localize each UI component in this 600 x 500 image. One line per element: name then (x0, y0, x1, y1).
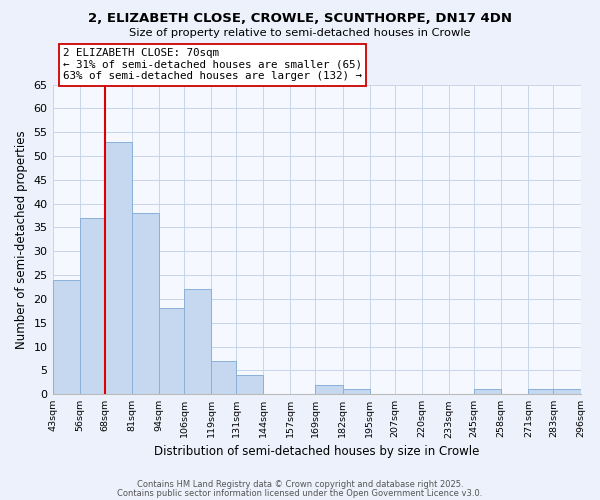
Bar (105, 142, 132, 394)
Text: Size of property relative to semi-detached houses in Crowle: Size of property relative to semi-detach… (129, 28, 471, 38)
Bar (529, 390, 553, 394)
Bar (316, 384, 343, 394)
Bar (553, 390, 581, 394)
Bar (184, 290, 211, 394)
Bar (211, 361, 236, 394)
Bar (236, 375, 263, 394)
Bar (343, 390, 370, 394)
Bar (80, 218, 105, 394)
Bar (474, 390, 501, 394)
Y-axis label: Number of semi-detached properties: Number of semi-detached properties (15, 130, 28, 348)
Text: 2, ELIZABETH CLOSE, CROWLE, SCUNTHORPE, DN17 4DN: 2, ELIZABETH CLOSE, CROWLE, SCUNTHORPE, … (88, 12, 512, 26)
Bar (53, 280, 80, 394)
X-axis label: Distribution of semi-detached houses by size in Crowle: Distribution of semi-detached houses by … (154, 444, 479, 458)
Text: Contains HM Land Registry data © Crown copyright and database right 2025.: Contains HM Land Registry data © Crown c… (137, 480, 463, 489)
Text: Contains public sector information licensed under the Open Government Licence v3: Contains public sector information licen… (118, 488, 482, 498)
Bar (159, 308, 184, 394)
Bar (132, 213, 159, 394)
Text: 2 ELIZABETH CLOSE: 70sqm
← 31% of semi-detached houses are smaller (65)
63% of s: 2 ELIZABETH CLOSE: 70sqm ← 31% of semi-d… (63, 48, 362, 82)
